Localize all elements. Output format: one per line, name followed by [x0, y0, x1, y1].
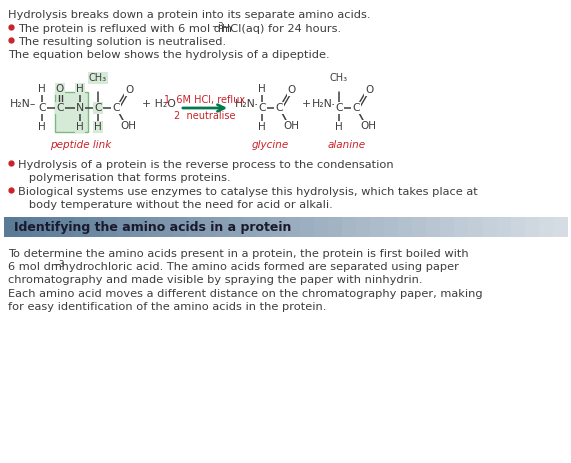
- Bar: [370, 217, 385, 237]
- Text: CH₃: CH₃: [89, 73, 107, 83]
- Bar: [258, 217, 272, 237]
- Text: C: C: [352, 103, 360, 113]
- Text: The protein is refluxed with 6 mol dm: The protein is refluxed with 6 mol dm: [18, 24, 232, 34]
- Text: Each amino acid moves a different distance on the chromatography paper, making: Each amino acid moves a different distan…: [8, 289, 482, 299]
- Bar: [384, 217, 399, 237]
- Text: The equation below shows the hydrolysis of a dipeptide.: The equation below shows the hydrolysis …: [8, 50, 329, 60]
- Bar: [497, 217, 512, 237]
- Bar: [18, 217, 33, 237]
- Text: C: C: [38, 103, 46, 113]
- Text: +: +: [302, 99, 311, 109]
- Text: C: C: [56, 103, 64, 113]
- Bar: [482, 217, 497, 237]
- Text: C: C: [335, 103, 343, 113]
- Text: 1  6M HCl, reflux: 1 6M HCl, reflux: [164, 95, 246, 105]
- Bar: [159, 217, 174, 237]
- Bar: [201, 217, 216, 237]
- Bar: [553, 217, 568, 237]
- Bar: [173, 217, 188, 237]
- Text: To determine the amino acids present in a protein, the protein is first boiled w: To determine the amino acids present in …: [8, 249, 469, 259]
- Bar: [525, 217, 540, 237]
- Bar: [313, 217, 329, 237]
- Bar: [131, 217, 146, 237]
- Bar: [243, 217, 258, 237]
- Text: Biological systems use enzymes to catalyse this hydrolysis, which takes place at: Biological systems use enzymes to cataly…: [18, 187, 478, 197]
- Text: O: O: [365, 85, 373, 95]
- Text: body temperature without the need for acid or alkali.: body temperature without the need for ac…: [18, 200, 333, 210]
- Text: H: H: [76, 122, 84, 132]
- Bar: [61, 217, 75, 237]
- Text: H: H: [38, 122, 46, 132]
- Text: H: H: [76, 84, 84, 94]
- Text: + H₂O: + H₂O: [142, 99, 176, 109]
- Text: peptide link: peptide link: [50, 140, 111, 150]
- Bar: [342, 217, 357, 237]
- Text: −3: −3: [211, 22, 224, 31]
- Text: 6 mol dm: 6 mol dm: [8, 262, 62, 272]
- Bar: [539, 217, 554, 237]
- Bar: [55, 92, 88, 132]
- Text: H₂N–: H₂N–: [312, 99, 339, 109]
- Text: polymerisation that forms proteins.: polymerisation that forms proteins.: [18, 173, 231, 183]
- Bar: [74, 217, 90, 237]
- Text: Identifying the amino acids in a protein: Identifying the amino acids in a protein: [14, 221, 291, 234]
- Text: −3: −3: [52, 260, 65, 269]
- Text: for easy identification of the amino acids in the protein.: for easy identification of the amino aci…: [8, 302, 327, 312]
- Text: H: H: [258, 84, 266, 94]
- Bar: [412, 217, 427, 237]
- Text: H₂N–: H₂N–: [235, 99, 262, 109]
- Bar: [286, 217, 300, 237]
- Text: OH: OH: [120, 121, 136, 131]
- Bar: [145, 217, 160, 237]
- Text: OH: OH: [360, 121, 376, 131]
- Text: hydrochloric acid. The amino acids formed are separated using paper: hydrochloric acid. The amino acids forme…: [58, 262, 459, 272]
- Bar: [300, 217, 315, 237]
- Text: H: H: [335, 122, 343, 132]
- Bar: [187, 217, 202, 237]
- Bar: [229, 217, 244, 237]
- Bar: [271, 217, 287, 237]
- Bar: [510, 217, 526, 237]
- Text: H₂N–: H₂N–: [10, 99, 37, 109]
- Bar: [440, 217, 456, 237]
- Text: Hydrolysis breaks down a protein into its separate amino acids.: Hydrolysis breaks down a protein into it…: [8, 10, 371, 20]
- Bar: [103, 217, 118, 237]
- Bar: [426, 217, 441, 237]
- Text: O: O: [288, 85, 296, 95]
- Bar: [468, 217, 484, 237]
- Bar: [4, 217, 19, 237]
- Text: C: C: [258, 103, 266, 113]
- Text: H: H: [38, 84, 46, 94]
- Bar: [89, 217, 103, 237]
- Bar: [356, 217, 371, 237]
- Bar: [455, 217, 469, 237]
- Text: C: C: [112, 103, 120, 113]
- Text: OH: OH: [283, 121, 299, 131]
- Text: The resulting solution is neutralised.: The resulting solution is neutralised.: [18, 37, 226, 47]
- Text: C: C: [94, 103, 102, 113]
- Text: chromatography and made visible by spraying the paper with ninhydrin.: chromatography and made visible by spray…: [8, 275, 423, 285]
- Text: glycine: glycine: [251, 140, 288, 150]
- Text: HCl(aq) for 24 hours.: HCl(aq) for 24 hours.: [218, 24, 341, 34]
- Text: alanine: alanine: [328, 140, 366, 150]
- Text: Hydrolysis of a protein is the reverse process to the condensation: Hydrolysis of a protein is the reverse p…: [18, 160, 393, 170]
- Text: O: O: [125, 85, 133, 95]
- Text: CH₃: CH₃: [330, 73, 348, 83]
- Bar: [116, 217, 132, 237]
- Text: C: C: [275, 103, 283, 113]
- Text: H: H: [258, 122, 266, 132]
- Text: N: N: [76, 103, 84, 113]
- Bar: [398, 217, 413, 237]
- Bar: [328, 217, 343, 237]
- Text: H: H: [94, 122, 102, 132]
- Text: O: O: [56, 84, 64, 94]
- Bar: [32, 217, 47, 237]
- Bar: [215, 217, 230, 237]
- Text: 2  neutralise: 2 neutralise: [174, 111, 236, 121]
- Bar: [46, 217, 61, 237]
